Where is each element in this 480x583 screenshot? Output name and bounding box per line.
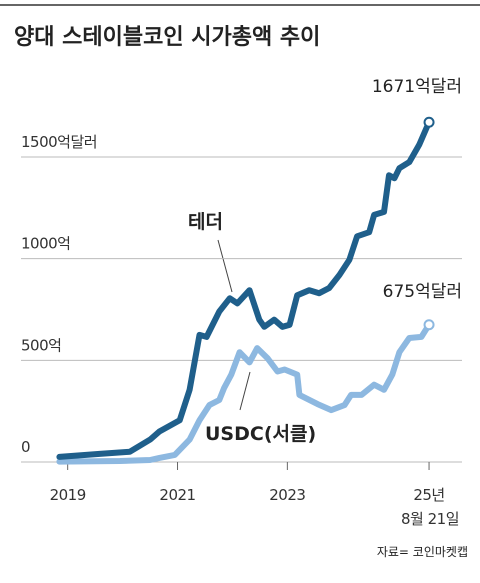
source: 자료= 코인마켓캡 [377,545,468,559]
end-marker [423,116,435,128]
y-tick-label: 500억 [21,336,61,354]
series-label: USDC(서클) [205,423,316,445]
x-date-note: 8월 21일 [401,510,459,528]
y-tick-label: 0 [21,438,30,456]
series-line [56,321,432,465]
x-tick-label: 2019 [50,486,86,504]
end-label: 675억달러 [383,282,462,302]
chart-title: 양대 스테이블코인 시가총액 추이 [14,25,320,50]
x-tick-label: 2023 [269,486,305,504]
y-tick-label: 1500억달러 [21,133,97,151]
end-label: 1671억달러 [372,77,462,97]
series-label: 테더 [188,211,223,233]
x-tick-label: 25년 [413,486,444,504]
leader-line [239,371,251,411]
series-line [56,119,432,460]
x-tick-label: 2021 [159,486,195,504]
y-tick-label: 1000억 [21,235,70,253]
leader-line [217,239,233,293]
end-marker [423,319,435,331]
